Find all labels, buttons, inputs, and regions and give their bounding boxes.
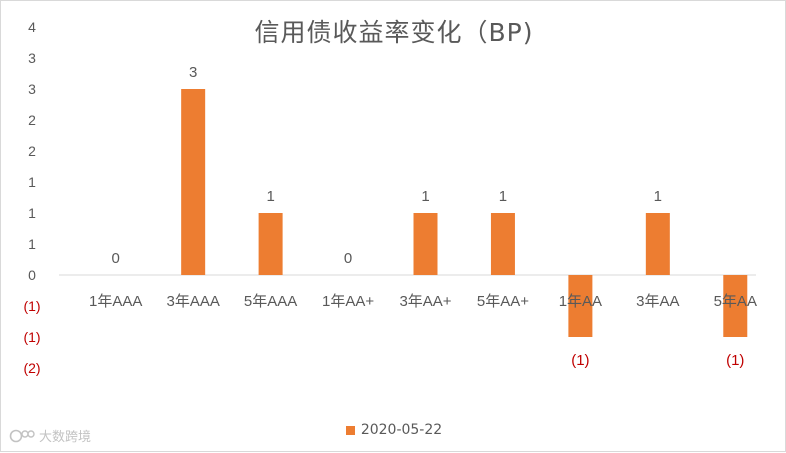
y-tick-label: (2): [23, 360, 40, 376]
data-label: 1: [266, 188, 274, 205]
x-tick-label: 5年AA+: [477, 293, 529, 310]
data-label: 1: [654, 188, 662, 205]
bar: [568, 275, 593, 337]
x-tick-label: 1年AA+: [322, 293, 374, 310]
x-tick-label: 5年AA: [714, 293, 757, 310]
y-tick-label: 2: [28, 112, 36, 128]
x-tick-label: 1年AAA: [89, 293, 142, 310]
x-tick-label: 3年AA+: [399, 293, 451, 310]
x-tick-label: 3年AAA: [166, 293, 219, 310]
data-label: 1: [499, 188, 507, 205]
data-label: 0: [344, 250, 352, 267]
y-tick-label: 1: [28, 174, 36, 190]
legend: 2020-05-22: [1, 422, 786, 438]
y-tick-label: 4: [28, 19, 36, 35]
data-label: (1): [571, 352, 589, 369]
bar: [490, 213, 515, 275]
y-tick-label: 0: [28, 267, 36, 283]
y-tick-label: 1: [28, 205, 36, 221]
chart-title: 信用债收益率变化（BP): [254, 18, 534, 47]
watermark: 大数跨境: [9, 426, 91, 445]
x-tick-label: 5年AAA: [244, 293, 297, 310]
bar: [181, 89, 206, 275]
legend-swatch: [345, 425, 355, 435]
y-tick-label: 1: [28, 236, 36, 252]
y-tick-label: (1): [23, 298, 40, 314]
logo-icon: [9, 429, 35, 442]
y-tick-label: 4: [28, 1, 36, 4]
x-tick-label: 1年AA: [559, 293, 602, 310]
data-label: 3: [189, 64, 197, 81]
bar: [645, 213, 670, 275]
data-label: 1: [421, 188, 429, 205]
x-tick-label: 3年AA: [636, 293, 679, 310]
y-tick-label: 3: [28, 50, 36, 66]
y-tick-label: (1): [23, 329, 40, 345]
legend-label: 2020-05-22: [360, 422, 443, 438]
data-label: 0: [112, 250, 120, 267]
y-tick-label: 3: [28, 81, 36, 97]
y-tick-label: 2: [28, 143, 36, 159]
bar: [413, 213, 438, 275]
data-label: (1): [726, 352, 744, 369]
bar: [723, 275, 748, 337]
watermark-text: 大数跨境: [39, 430, 92, 445]
bar: [258, 213, 283, 275]
